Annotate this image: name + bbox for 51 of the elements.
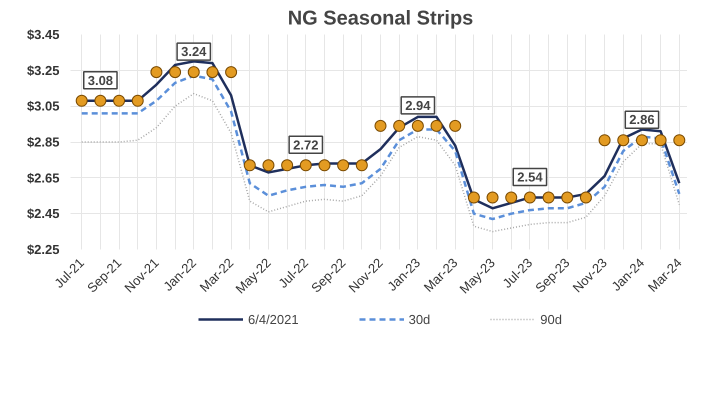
y-tick-label: $3.45: [26, 27, 60, 42]
y-tick-label: $2.85: [26, 134, 60, 150]
point: [150, 66, 162, 78]
point: [524, 192, 536, 204]
point: [468, 192, 480, 204]
point: [430, 120, 443, 132]
point: [113, 94, 126, 107]
point: [281, 159, 294, 172]
data-label: 3.24: [181, 44, 208, 60]
point: [636, 134, 648, 146]
point: [673, 134, 686, 146]
point: [337, 159, 350, 172]
y-tick-label: $2.25: [26, 242, 60, 257]
y-tick-label: $2.65: [26, 170, 60, 186]
point: [374, 120, 386, 132]
point: [542, 192, 555, 204]
data-label: 2.72: [293, 137, 318, 152]
point: [225, 66, 238, 78]
point: [206, 66, 218, 78]
legend-label: 90d: [540, 312, 562, 326]
point: [449, 120, 462, 132]
data-label: 2.94: [405, 98, 432, 113]
point: [188, 66, 200, 78]
point: [132, 94, 144, 107]
point: [598, 134, 611, 146]
point: [486, 192, 499, 204]
point: [505, 192, 518, 204]
point: [412, 120, 424, 132]
data-label: 2.86: [629, 112, 655, 128]
legend-label: 6/4/2021: [248, 312, 299, 326]
line-series: [80, 92, 680, 232]
point: [580, 192, 592, 204]
point: [94, 94, 106, 107]
data-label: 3.08: [88, 72, 114, 88]
point: [262, 159, 274, 172]
point: [654, 134, 667, 146]
point: [318, 159, 330, 172]
point: [561, 192, 574, 204]
point: [169, 66, 182, 78]
legend-label: 30d: [408, 312, 430, 326]
y-tick-label: $3.05: [26, 98, 60, 114]
point: [244, 159, 256, 172]
point: [356, 159, 368, 172]
point: [76, 94, 88, 107]
point: [617, 134, 630, 146]
point: [393, 120, 406, 132]
data-label: 2.54: [517, 170, 544, 185]
point: [300, 159, 312, 172]
y-tick-label: $2.45: [26, 206, 60, 222]
chart-title: NG Seasonal Strips: [288, 8, 474, 30]
y-tick-label: $3.25: [26, 62, 60, 78]
